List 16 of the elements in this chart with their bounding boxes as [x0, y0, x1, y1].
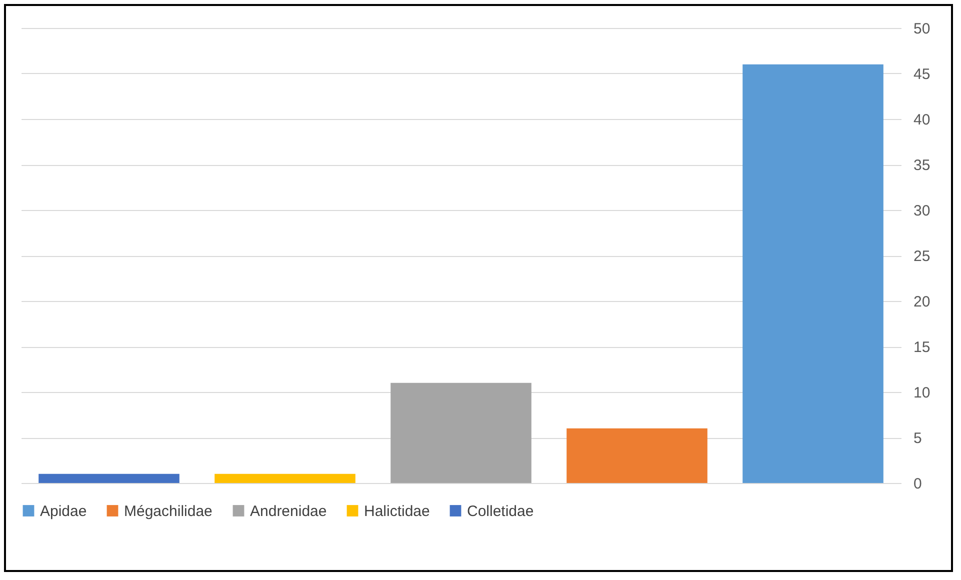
y-tick-label: 30: [914, 202, 930, 220]
y-tick-label: 15: [914, 339, 930, 356]
y-tick-label: 5: [914, 430, 922, 447]
legend-label: Apidae: [40, 502, 87, 520]
y-tick-label: 50: [914, 20, 930, 38]
y-tick-label: 20: [914, 294, 930, 310]
legend-label: Andrenidae: [250, 502, 327, 520]
legend-label: Halictidae: [364, 502, 430, 520]
y-tick-label: 25: [914, 248, 930, 265]
y-tick-label: 10: [914, 384, 930, 402]
y-tick-label: 45: [914, 66, 930, 83]
y-tick-label: 40: [914, 112, 930, 128]
legend-label: Colletidae: [467, 502, 534, 520]
y-tick-label: 35: [914, 157, 930, 174]
legend-label: Mégachilidae: [124, 502, 212, 520]
y-tick-label: 0: [914, 476, 922, 492]
